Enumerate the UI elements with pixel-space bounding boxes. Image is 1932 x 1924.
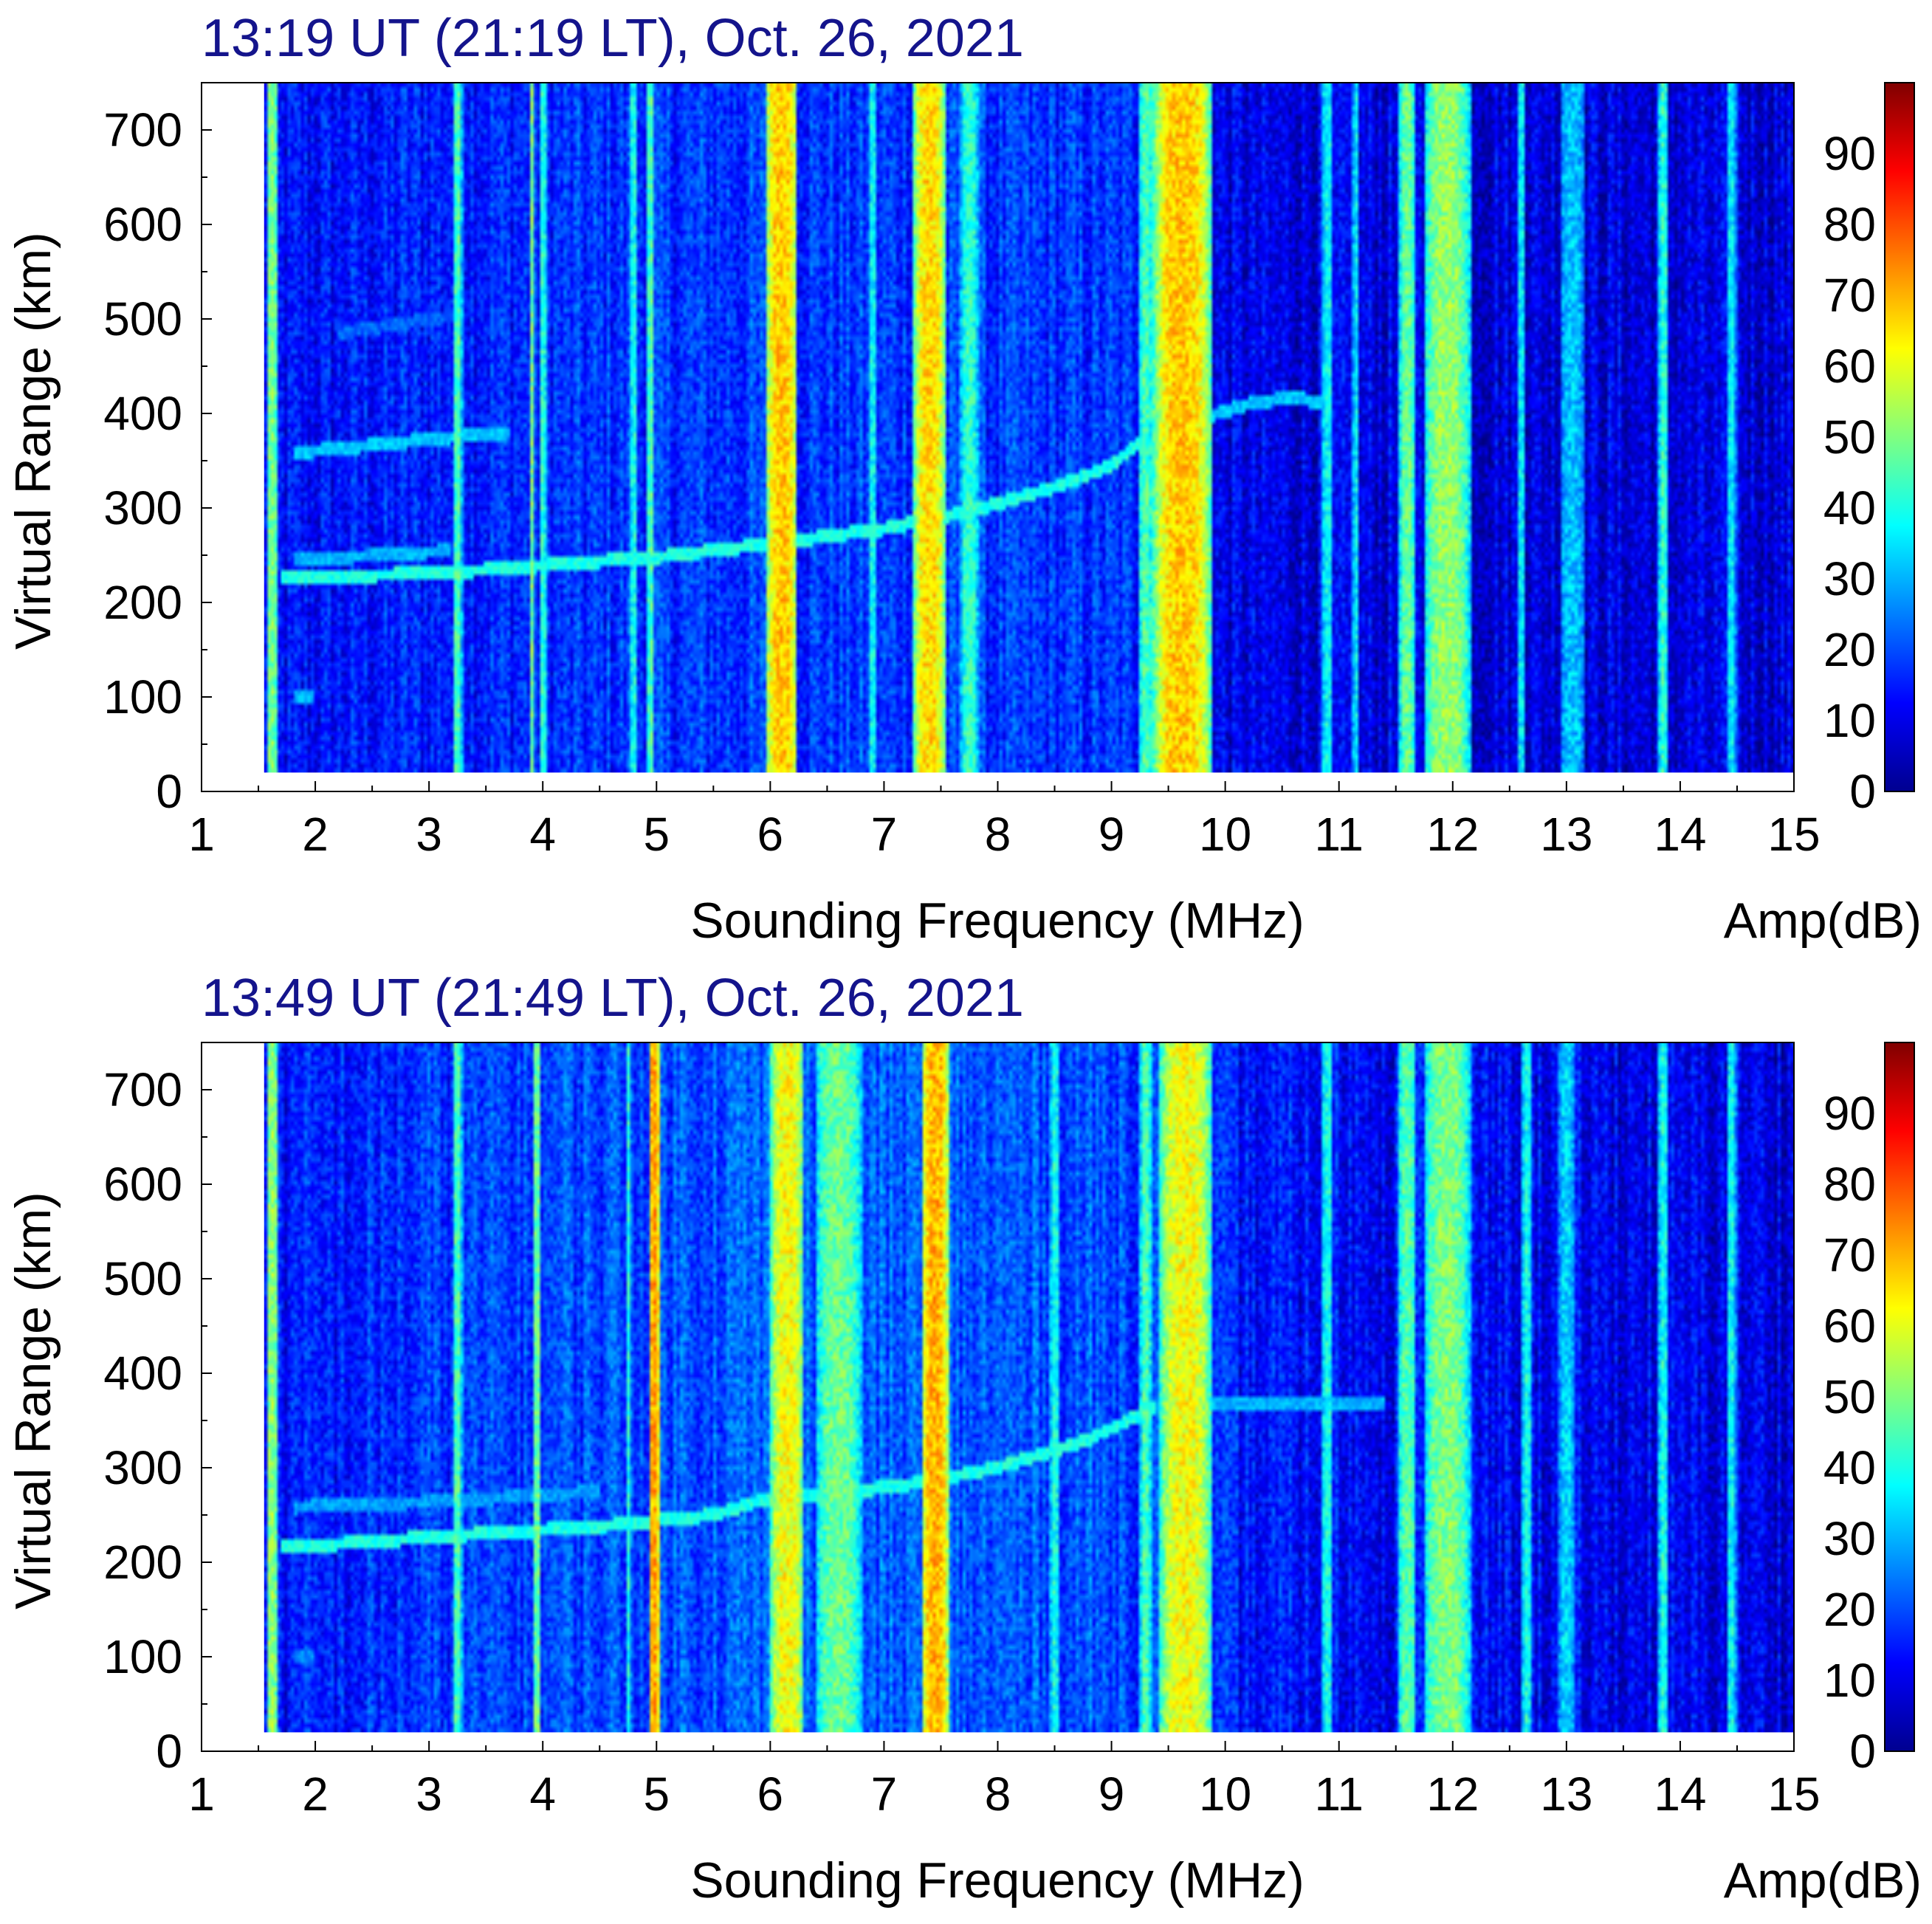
colorbar-tick-label: 40 <box>1823 1441 1876 1494</box>
x-axis-label: Sounding Frequency (MHz) <box>690 1852 1304 1908</box>
y-tick-label: 100 <box>103 1630 182 1683</box>
colorbar-tick-label: 20 <box>1823 623 1876 676</box>
y-tick-label: 300 <box>103 1441 182 1494</box>
x-tick-label: 9 <box>1099 1767 1125 1821</box>
colorbar-tick-label: 90 <box>1823 127 1876 180</box>
x-tick-label: 5 <box>643 808 670 861</box>
y-tick-label: 0 <box>156 765 182 818</box>
y-tick-label: 400 <box>103 387 182 440</box>
colorbar-tick-label: 90 <box>1823 1087 1876 1140</box>
x-tick-label: 2 <box>302 808 329 861</box>
x-tick-label: 9 <box>1099 808 1125 861</box>
x-tick-label: 8 <box>985 808 1011 861</box>
y-tick-label: 200 <box>103 1536 182 1589</box>
x-tick-label: 11 <box>1314 808 1363 861</box>
x-tick-label: 5 <box>643 1767 670 1821</box>
y-tick-label: 0 <box>156 1725 182 1778</box>
x-tick-label: 8 <box>985 1767 1011 1821</box>
y-tick-label: 600 <box>103 1158 182 1211</box>
x-tick-label: 10 <box>1199 808 1251 861</box>
x-tick-label: 13 <box>1540 808 1592 861</box>
y-tick-label: 200 <box>103 576 182 629</box>
colorbar-tick-label: 10 <box>1823 1654 1876 1707</box>
y-tick-label: 300 <box>103 481 182 535</box>
y-axis-label: Virtual Range (km) <box>5 232 61 650</box>
x-tick-label: 15 <box>1767 1767 1820 1821</box>
y-tick-label: 400 <box>103 1347 182 1400</box>
colorbar-tick-label: 70 <box>1823 1229 1876 1282</box>
x-tick-label: 3 <box>416 808 442 861</box>
colorbar-tick-label: 60 <box>1823 340 1876 393</box>
x-tick-label: 7 <box>871 1767 898 1821</box>
panel-title: 13:49 UT (21:49 LT), Oct. 26, 2021 <box>202 969 1024 1028</box>
ionogram-heatmap <box>264 1042 1795 1733</box>
colorbar <box>1884 1042 1915 1752</box>
colorbar-tick-label: 30 <box>1823 552 1876 605</box>
panel-title: 13:19 UT (21:19 LT), Oct. 26, 2021 <box>202 9 1024 68</box>
colorbar-tick-label: 60 <box>1823 1299 1876 1353</box>
y-tick-label: 500 <box>103 292 182 346</box>
ionogram-heatmap <box>264 83 1795 773</box>
x-tick-label: 14 <box>1654 808 1706 861</box>
y-tick-label: 100 <box>103 670 182 724</box>
colorbar-tick-label: 20 <box>1823 1583 1876 1636</box>
x-tick-label: 6 <box>757 1767 784 1821</box>
colorbar-tick-label: 0 <box>1849 1725 1876 1778</box>
colorbar-label: Amp(dB) <box>1724 893 1922 949</box>
y-tick-label: 700 <box>103 1063 182 1116</box>
colorbar-tick-label: 70 <box>1823 269 1876 322</box>
y-tick-label: 500 <box>103 1252 182 1305</box>
colorbar-label: Amp(dB) <box>1724 1852 1922 1908</box>
colorbar-tick-label: 80 <box>1823 198 1876 251</box>
y-axis-label: Virtual Range (km) <box>5 1192 61 1609</box>
colorbar-tick-label: 50 <box>1823 410 1876 464</box>
colorbar-tick-label: 10 <box>1823 694 1876 747</box>
colorbar <box>1884 82 1915 792</box>
colorbar-tick-label: 30 <box>1823 1512 1876 1565</box>
x-axis-label: Sounding Frequency (MHz) <box>690 893 1304 949</box>
x-tick-label: 15 <box>1767 808 1820 861</box>
x-tick-label: 2 <box>302 1767 329 1821</box>
x-tick-label: 1 <box>188 808 215 861</box>
x-tick-label: 13 <box>1540 1767 1592 1821</box>
x-tick-label: 12 <box>1426 1767 1479 1821</box>
x-tick-label: 6 <box>757 808 784 861</box>
colorbar-tick-label: 40 <box>1823 481 1876 535</box>
y-tick-label: 600 <box>103 198 182 251</box>
x-tick-label: 11 <box>1314 1767 1363 1821</box>
x-tick-label: 10 <box>1199 1767 1251 1821</box>
x-tick-label: 14 <box>1654 1767 1706 1821</box>
colorbar-tick-label: 0 <box>1849 765 1876 818</box>
x-tick-label: 3 <box>416 1767 442 1821</box>
colorbar-tick-label: 50 <box>1823 1370 1876 1423</box>
x-tick-label: 1 <box>188 1767 215 1821</box>
x-tick-label: 7 <box>871 808 898 861</box>
colorbar-tick-label: 80 <box>1823 1158 1876 1211</box>
y-tick-label: 700 <box>103 103 182 157</box>
x-tick-label: 4 <box>529 1767 556 1821</box>
x-tick-label: 12 <box>1426 808 1479 861</box>
x-tick-label: 4 <box>529 808 556 861</box>
